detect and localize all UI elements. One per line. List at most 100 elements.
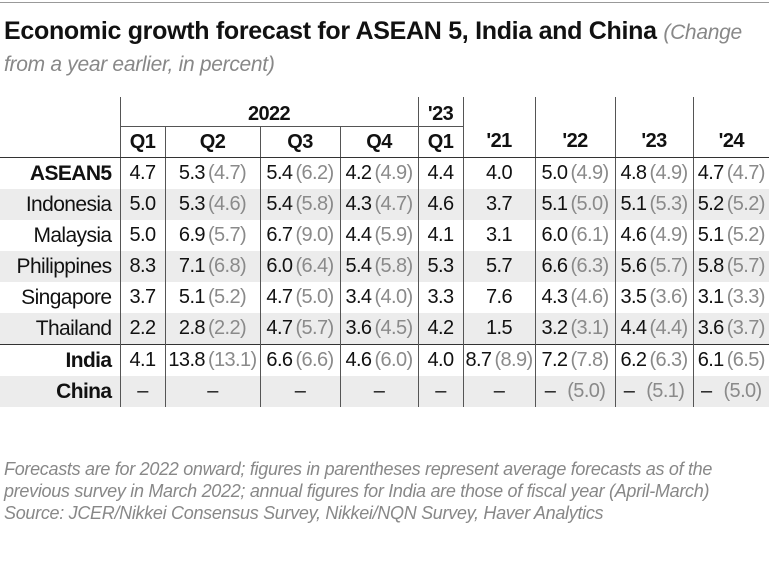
forecast-value: 5.4 xyxy=(345,255,372,277)
forecast-value: 3.6 xyxy=(697,317,725,339)
table-cell: 4.1 xyxy=(119,344,165,376)
previous-forecast-value: (5.7) xyxy=(726,255,766,277)
table-cell: 4.3 (4.7) xyxy=(339,189,419,220)
previous-forecast-value: (6.5) xyxy=(726,349,766,371)
table-cell: – (5.0) xyxy=(692,376,769,407)
previous-forecast-value: (5.8) xyxy=(295,193,334,215)
column-header: '21 xyxy=(462,126,536,158)
table-cell: 6.1 (6.5) xyxy=(692,344,769,376)
forecast-value: 4.4 xyxy=(427,162,455,184)
table-cell: 7.6 xyxy=(462,282,536,313)
forecast-value: 5.3 xyxy=(178,193,206,215)
forecast-value: – xyxy=(493,380,505,402)
forecast-value: – xyxy=(373,380,385,402)
table-cell: 3.5 (3.6) xyxy=(614,282,694,313)
previous-forecast-value: (5.8) xyxy=(374,255,413,277)
forecast-value: 4.0 xyxy=(427,349,455,371)
table-cell: 8.7 (8.9) xyxy=(462,344,536,376)
table-row: Indonesia 5.0 5.3 (4.6) 5.4 (5.8) 4.3 (4.7) 4.6 3… xyxy=(0,189,769,220)
forecast-value: – xyxy=(207,380,218,402)
previous-forecast-value: (4.9) xyxy=(649,224,688,246)
previous-forecast-value: (4.7) xyxy=(374,193,413,215)
title-text: Economic growth forecast for ASEAN 5, In… xyxy=(4,17,657,45)
header-blank xyxy=(534,97,616,127)
source-text: Source: JCER/Nikkei Consensus Survey, Ni… xyxy=(4,503,604,523)
table-cell: – xyxy=(339,376,419,407)
forecast-value: 2.8 xyxy=(178,317,206,339)
previous-forecast-value: (5.0) xyxy=(570,193,609,215)
forecast-value: 3.7 xyxy=(129,286,156,308)
previous-forecast-value: (6.4) xyxy=(295,255,334,277)
column-header: '24 xyxy=(692,126,769,158)
row-label: Malaysia xyxy=(33,223,112,247)
previous-forecast-value: (4.4) xyxy=(649,317,688,339)
forecast-value: 6.9 xyxy=(178,224,206,246)
previous-forecast-value: (6.1) xyxy=(570,224,609,246)
header-group-2022: 2022 xyxy=(119,97,419,127)
previous-forecast-value: (5.2) xyxy=(726,224,766,246)
forecast-value: 5.2 xyxy=(697,193,725,215)
forecast-value: 4.7 xyxy=(129,162,156,184)
corner-cell xyxy=(0,97,120,127)
chart-title: Economic growth forecast for ASEAN 5, In… xyxy=(4,16,764,80)
column-header: Q1 xyxy=(417,126,464,158)
forecast-value: – xyxy=(294,380,306,402)
table-cell: – (5.0) xyxy=(534,376,616,407)
previous-forecast-value: (5.0) xyxy=(567,380,606,402)
table-row: Malaysia 5.0 6.9 (5.7) 6.7 (9.0) 4.4 (5.9) 4.1 3.… xyxy=(0,220,769,251)
table-cell: 3.7 xyxy=(119,282,165,313)
forecast-value: 6.0 xyxy=(266,255,293,277)
forecast-value: 5.8 xyxy=(697,255,725,277)
table-cell: 3.2 (3.1) xyxy=(534,313,616,345)
previous-forecast-value: (3.3) xyxy=(726,286,766,308)
table-cell: 4.0 xyxy=(462,157,536,189)
table-cell: 7.2 (7.8) xyxy=(534,344,616,376)
previous-forecast-value: (4.9) xyxy=(649,162,688,184)
table-cell: 4.7 (5.7) xyxy=(259,313,340,345)
previous-forecast-value: (7.8) xyxy=(570,349,609,371)
table-row: China – – – – – – – (5.0) – (5.1) – (5.0) xyxy=(0,376,769,407)
table-cell: 4.7 (5.0) xyxy=(259,282,340,313)
table-cell: 5.1 (5.2) xyxy=(692,220,769,251)
forecast-value: 4.7 xyxy=(697,162,725,184)
table-cell: 4.4 (4.4) xyxy=(614,313,694,345)
forecast-value: 5.1 xyxy=(620,193,647,215)
table-cell: 2.8 (2.2) xyxy=(164,313,260,345)
top-rule xyxy=(0,2,769,3)
table-row: Philippines 8.3 7.1 (6.8) 6.0 (6.4) 5.4 (5.8) 5.… xyxy=(0,251,769,282)
forecast-value: 13.8 xyxy=(168,349,205,371)
table-cell: 5.1 (5.3) xyxy=(614,189,694,220)
forecast-value: 4.1 xyxy=(129,349,156,371)
table-cell: – xyxy=(462,376,536,407)
forecast-value: 4.2 xyxy=(345,162,372,184)
previous-forecast-value: (5.7) xyxy=(207,224,247,246)
corner-cell xyxy=(0,126,120,158)
row-label: Thailand xyxy=(0,313,120,345)
forecast-value: 5.6 xyxy=(620,255,647,277)
forecast-value: – xyxy=(700,380,712,402)
table-cell: 4.6 (4.9) xyxy=(614,220,694,251)
forecast-value: 5.0 xyxy=(541,162,568,184)
notes-text: Forecasts are for 2022 onward; figures i… xyxy=(4,459,713,501)
forecast-value: 4.2 xyxy=(427,317,455,339)
table-row: ASEAN5 4.7 5.3 (4.7) 5.4 (6.2) 4.2 (4.9) 4.4 4.0 5… xyxy=(0,157,769,189)
table-cell: 5.2 (5.2) xyxy=(692,189,769,220)
forecast-value: 5.3 xyxy=(427,255,455,277)
forecast-value: 3.6 xyxy=(345,317,372,339)
table-cell: 5.1 (5.0) xyxy=(534,189,616,220)
table-cell: 4.0 xyxy=(417,344,464,376)
forecast-value: 4.4 xyxy=(620,317,647,339)
forecast-value: 4.7 xyxy=(266,317,293,339)
forecast-value: 3.7 xyxy=(486,193,513,215)
table-cell: – xyxy=(119,376,165,407)
column-header: '23 xyxy=(614,126,694,158)
table-cell: 5.0 xyxy=(119,189,165,220)
column-header: Q2 xyxy=(164,126,260,158)
forecast-value: 6.6 xyxy=(541,255,568,277)
table-cell: 4.6 xyxy=(417,189,464,220)
row-label: Singapore xyxy=(21,285,112,309)
table-cell: 5.0 xyxy=(119,220,165,251)
forecast-value: 3.4 xyxy=(345,286,372,308)
previous-forecast-value: (5.9) xyxy=(374,224,413,246)
forecast-value: 4.1 xyxy=(427,224,455,246)
